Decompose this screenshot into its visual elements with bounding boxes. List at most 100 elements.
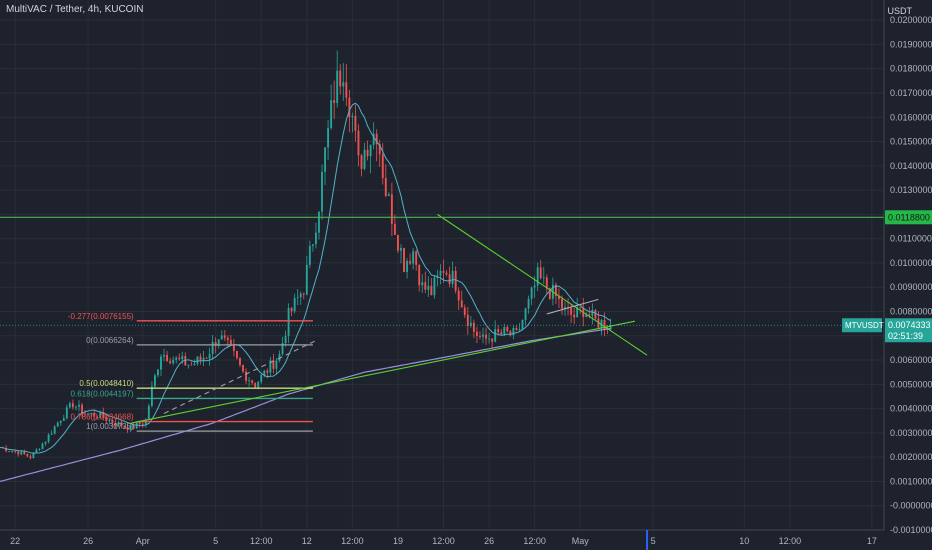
candle	[123, 425, 126, 429]
candle	[393, 214, 396, 236]
candle-body	[236, 350, 238, 359]
candle	[515, 324, 518, 331]
x-tick-label: 12	[302, 536, 312, 546]
candle	[439, 264, 442, 285]
candle	[190, 361, 193, 366]
candle	[518, 323, 521, 332]
candle-body	[196, 356, 199, 364]
candle-body	[561, 298, 563, 309]
x-tick-label: 26	[484, 536, 494, 546]
candle-body	[351, 115, 354, 117]
candle	[172, 356, 175, 366]
candle-body	[354, 115, 357, 131]
candle-body	[93, 413, 96, 417]
candle-body	[269, 360, 272, 373]
candle	[287, 303, 290, 344]
candle	[479, 331, 481, 340]
candle	[202, 350, 205, 367]
candle-body	[570, 308, 573, 315]
candle-body	[527, 298, 530, 309]
resistance-price-tag	[885, 210, 932, 225]
candle-body	[163, 354, 165, 357]
candle-body	[99, 411, 102, 419]
candle	[482, 327, 484, 344]
candle-body	[166, 354, 169, 362]
resistance-price-value: 0.0118800	[888, 212, 930, 222]
candle	[372, 122, 375, 150]
candle	[59, 420, 62, 426]
candle-body	[132, 425, 135, 429]
candle	[485, 327, 487, 345]
candle-body	[287, 307, 290, 336]
candle	[318, 211, 320, 240]
candle-body	[415, 251, 418, 265]
candle	[199, 353, 202, 365]
candle	[284, 330, 287, 347]
candle	[242, 364, 244, 374]
candle	[491, 338, 494, 349]
candle-body	[308, 245, 311, 265]
trendlines	[130, 213, 648, 424]
candle	[321, 164, 323, 220]
candle	[363, 143, 366, 171]
candle-body	[533, 285, 536, 288]
candle	[269, 357, 272, 377]
candle-body	[157, 369, 159, 376]
candle-body	[35, 449, 38, 453]
candle	[403, 247, 405, 273]
candle-body	[239, 358, 241, 365]
candle	[65, 404, 68, 420]
candle-body	[232, 344, 235, 351]
trendline	[163, 340, 317, 414]
candle-body	[469, 322, 472, 326]
candle-body	[53, 426, 56, 434]
candle-body	[466, 314, 469, 326]
candle-body	[512, 327, 515, 336]
candle-body	[190, 364, 193, 366]
candle	[351, 112, 354, 133]
y-tick-label: 0.0080000	[890, 306, 932, 316]
candle-body	[41, 443, 44, 450]
candle	[494, 320, 497, 343]
candle-body	[424, 282, 427, 290]
candle	[357, 124, 360, 167]
candle	[567, 298, 570, 316]
grid	[0, 0, 884, 531]
candle	[381, 143, 384, 185]
candle-body	[223, 335, 226, 338]
candle-body	[75, 406, 77, 408]
candle-body	[421, 282, 424, 286]
candle	[406, 258, 409, 279]
chart-title: MultiVAC / Tether, 4h, KUCOIN	[6, 4, 144, 15]
candle-body	[539, 267, 542, 278]
candle-body	[558, 295, 560, 299]
candle	[44, 441, 47, 446]
candle	[236, 350, 238, 360]
candle-body	[333, 100, 336, 104]
candle-body	[263, 370, 266, 375]
candle-body	[178, 357, 181, 360]
candle	[90, 412, 93, 417]
candle-body	[172, 359, 175, 364]
candle	[460, 290, 463, 308]
candle-body	[436, 275, 439, 278]
candle	[536, 262, 539, 292]
candle	[108, 418, 111, 424]
candle	[512, 325, 515, 340]
candle-body	[451, 270, 454, 284]
candle-body	[372, 133, 375, 145]
candle	[184, 352, 187, 366]
candle	[345, 63, 348, 107]
candle-body	[129, 425, 132, 431]
x-tick-label: 5	[651, 536, 656, 546]
candle	[448, 266, 451, 288]
candle-body	[81, 404, 83, 414]
candle	[81, 402, 83, 419]
y-tick-label: 0.0140000	[890, 161, 932, 171]
candle	[397, 234, 399, 253]
candle-body	[208, 354, 211, 359]
candle-body	[242, 364, 244, 372]
candle-body	[199, 356, 202, 360]
